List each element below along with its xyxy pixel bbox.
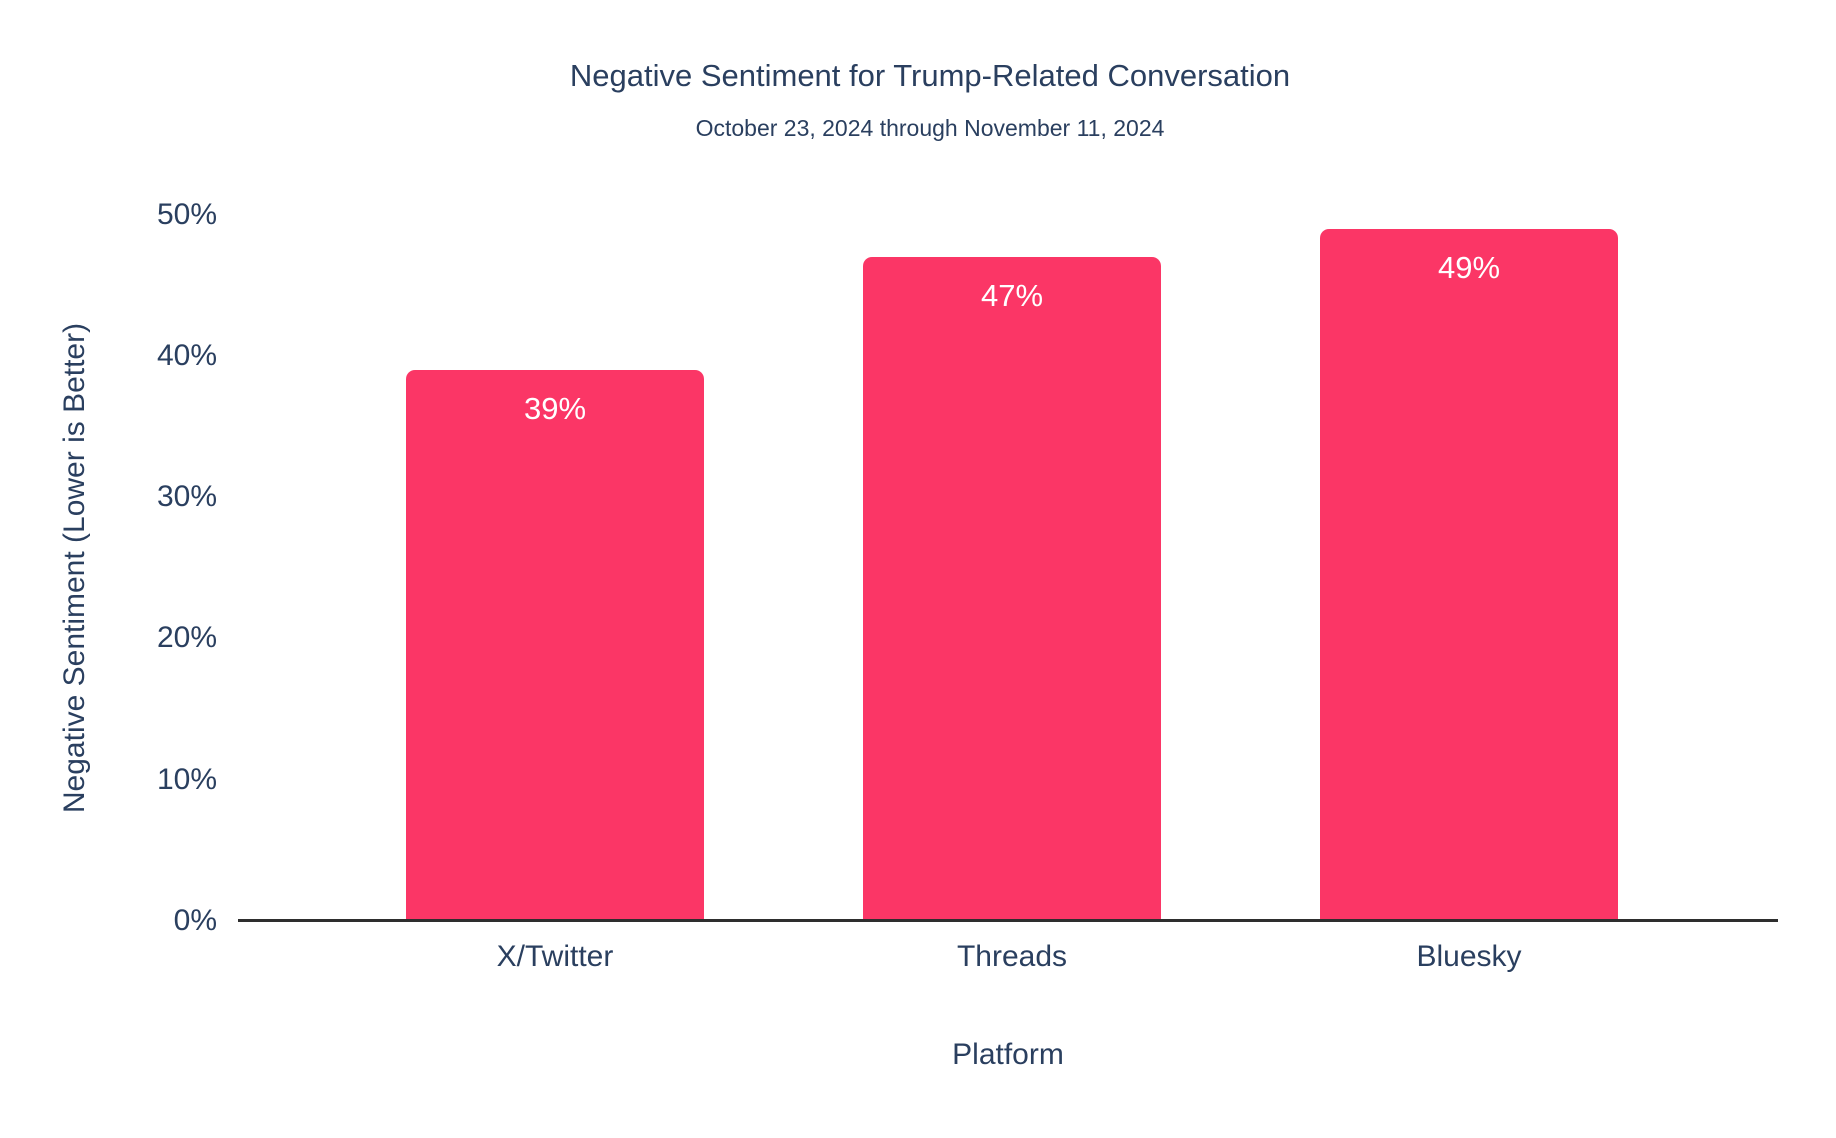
y-tick-label-50: 50% — [156, 198, 217, 231]
bar-value-label-bluesky: 49% — [1437, 250, 1501, 285]
y-axis-title: Negative Sentiment (Lower is Better) — [58, 322, 91, 814]
x-tick-label-x-twitter: X/Twitter — [496, 940, 614, 973]
bar-value-label-x-twitter: 39% — [523, 391, 587, 426]
bar-value-label-threads: 47% — [980, 278, 1044, 313]
x-tick-label-threads: Threads — [956, 940, 1068, 973]
y-tick-label-30: 30% — [156, 480, 217, 513]
chart-subtitle: October 23, 2024 through November 11, 20… — [695, 115, 1165, 141]
y-tick-label-10: 10% — [156, 763, 217, 796]
chart-title: Negative Sentiment for Trump-Related Con… — [569, 58, 1291, 93]
x-axis-line — [238, 919, 1778, 922]
bar-threads: 47% — [863, 257, 1161, 921]
bar-bluesky: 49% — [1320, 229, 1618, 921]
bar-x-twitter: 39% — [406, 370, 704, 921]
y-tick-label-0: 0% — [173, 904, 217, 937]
x-axis-title: Platform — [952, 1038, 1064, 1071]
x-tick-label-bluesky: Bluesky — [1416, 940, 1522, 973]
y-tick-label-40: 40% — [156, 339, 217, 372]
y-tick-label-20: 20% — [156, 621, 217, 654]
